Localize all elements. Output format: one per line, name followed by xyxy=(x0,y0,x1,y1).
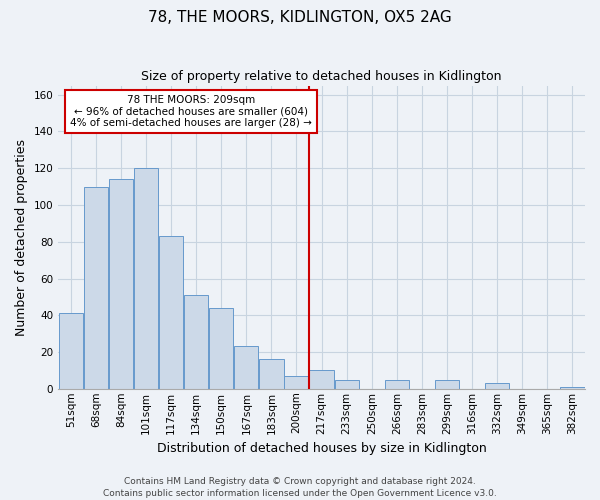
Bar xyxy=(560,387,584,389)
Bar xyxy=(435,380,459,389)
Y-axis label: Number of detached properties: Number of detached properties xyxy=(15,138,28,336)
Bar xyxy=(310,370,334,389)
Bar xyxy=(485,384,509,389)
X-axis label: Distribution of detached houses by size in Kidlington: Distribution of detached houses by size … xyxy=(157,442,487,455)
Bar xyxy=(385,380,409,389)
Bar xyxy=(59,314,83,389)
Bar xyxy=(83,186,108,389)
Bar xyxy=(184,295,208,389)
Bar xyxy=(284,376,308,389)
Bar xyxy=(209,308,233,389)
Bar xyxy=(159,236,183,389)
Text: Contains HM Land Registry data © Crown copyright and database right 2024.
Contai: Contains HM Land Registry data © Crown c… xyxy=(103,476,497,498)
Text: 78 THE MOORS: 209sqm
← 96% of detached houses are smaller (604)
4% of semi-detac: 78 THE MOORS: 209sqm ← 96% of detached h… xyxy=(70,94,312,128)
Bar xyxy=(259,360,284,389)
Bar xyxy=(234,346,259,389)
Bar xyxy=(335,380,359,389)
Bar xyxy=(109,180,133,389)
Title: Size of property relative to detached houses in Kidlington: Size of property relative to detached ho… xyxy=(142,70,502,83)
Text: 78, THE MOORS, KIDLINGTON, OX5 2AG: 78, THE MOORS, KIDLINGTON, OX5 2AG xyxy=(148,10,452,25)
Bar xyxy=(134,168,158,389)
